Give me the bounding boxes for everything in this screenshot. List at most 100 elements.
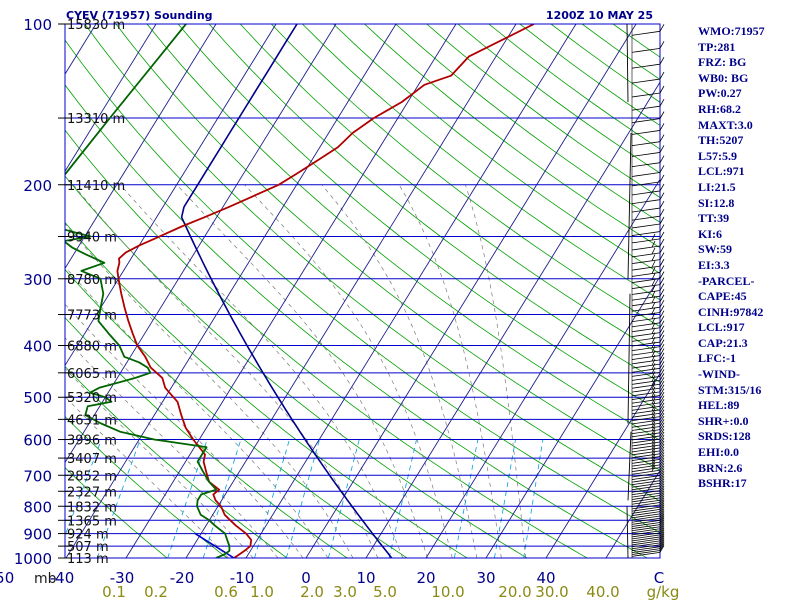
wind-barb-feather xyxy=(659,277,665,285)
wind-barb xyxy=(631,412,665,425)
isotherm xyxy=(125,24,457,558)
wind-barb-feather xyxy=(659,513,665,521)
wind-barb-feather xyxy=(651,254,656,261)
wind-barb-feather xyxy=(659,488,665,496)
wind-barb-feather xyxy=(651,367,656,374)
wind-barb-staff xyxy=(631,497,661,503)
wind-barb-feather xyxy=(659,481,665,489)
wind-barb-staff xyxy=(631,453,661,459)
wind-barb-feather xyxy=(651,427,656,434)
isotherm xyxy=(65,24,337,464)
wind-barb-feather xyxy=(659,539,665,547)
wind-barb-staff xyxy=(631,223,661,229)
wind-barb-staff xyxy=(631,438,661,444)
index-value: LCL:971 xyxy=(698,164,745,179)
wind-barb-feather xyxy=(659,388,665,396)
moist-adiabat xyxy=(176,184,428,558)
wind-barb-feather xyxy=(651,327,656,334)
wind-barb xyxy=(631,529,665,542)
parcel-trace xyxy=(194,532,235,558)
wind-barb-feather xyxy=(651,445,656,453)
wind-barb-feather xyxy=(659,521,665,529)
wind-barb-feather xyxy=(659,123,665,131)
wind-barb-staff xyxy=(631,162,661,168)
height-label: 13310 m xyxy=(67,112,125,127)
wind-barb-staff xyxy=(631,524,661,530)
wind-barb-feather xyxy=(659,57,665,65)
standard-atmosphere-line xyxy=(180,24,393,558)
wind-barb-staff xyxy=(631,416,661,422)
wind-barb-feather xyxy=(659,71,665,80)
wind-barb xyxy=(631,485,665,498)
pressure-tick-label: 100 xyxy=(23,16,52,34)
wind-barb-feather xyxy=(659,224,665,232)
wind-barb-feather xyxy=(651,285,656,292)
wind-barb-feather xyxy=(651,350,656,357)
wind-barb xyxy=(631,245,665,258)
pressure-tick-label: 900 xyxy=(23,526,52,544)
mixing-ratio-label: 0.2 xyxy=(144,583,168,600)
wind-barb-feather xyxy=(659,452,665,460)
wind-barb-feather xyxy=(659,252,665,260)
wind-barb-staff xyxy=(631,181,661,187)
wind-barb-feather xyxy=(659,465,665,474)
wind-barb-feather xyxy=(659,454,665,463)
wind-barb-feather xyxy=(659,533,665,542)
temperature-trace xyxy=(116,24,535,558)
wind-barb xyxy=(631,460,665,473)
wind-barb-feather xyxy=(659,356,665,365)
wind-barb-feather xyxy=(659,406,665,414)
wind-barb xyxy=(631,517,665,530)
wind-barb-feather xyxy=(651,354,656,362)
wind-barb-feather xyxy=(651,451,656,458)
height-label: 924 m xyxy=(67,528,109,543)
index-value: LCL:917 xyxy=(698,320,745,335)
wind-barb xyxy=(631,422,665,435)
wind-barb xyxy=(631,488,665,500)
mixing-ratio-line xyxy=(285,439,320,558)
wind-barb-feather xyxy=(659,294,665,302)
wind-barb xyxy=(631,85,665,98)
wind-barb-feather xyxy=(659,361,665,369)
wind-barb-staff xyxy=(631,441,661,447)
wind-barb-feather xyxy=(659,523,665,532)
wind-barb-feather xyxy=(659,343,665,352)
chart-title: CYEV (71957) Sounding xyxy=(66,9,213,22)
wind-barb-feather xyxy=(659,440,665,449)
wind-barb xyxy=(631,224,665,236)
wind-barb-feather xyxy=(659,155,665,163)
dry-adiabat xyxy=(65,467,168,558)
wind-barb xyxy=(631,508,665,521)
wind-barb xyxy=(631,183,665,196)
pressure-tick-label: 200 xyxy=(23,177,52,195)
pressure-tick-label: 400 xyxy=(23,338,52,356)
wind-barb xyxy=(631,310,665,323)
wind-barb-staff xyxy=(631,190,661,196)
index-value: HEL:89 xyxy=(698,398,740,413)
wind-barb xyxy=(631,543,665,555)
wind-barb-feather xyxy=(659,476,665,484)
wind-barb-feather xyxy=(659,473,665,481)
wind-barb-staff xyxy=(631,141,661,147)
wind-barb-staff xyxy=(631,383,661,389)
wind-barb-staff xyxy=(631,284,661,290)
temperature-tick-label: 10 xyxy=(356,569,375,587)
index-value: BRN:2.6 xyxy=(698,460,743,475)
wind-barb-feather xyxy=(651,332,656,339)
wind-profile-line xyxy=(627,132,632,279)
wind-barb-feather xyxy=(651,247,656,255)
wind-barb xyxy=(631,265,665,277)
index-value: WMO:71957 xyxy=(698,24,765,38)
wind-barb-feather xyxy=(659,208,665,217)
wind-barb xyxy=(631,334,665,347)
wind-barb-staff xyxy=(631,332,661,338)
wind-barb xyxy=(631,238,665,251)
wind-barb xyxy=(631,155,665,168)
wind-barb xyxy=(631,361,665,373)
wind-barb-staff xyxy=(631,526,661,532)
index-value: FRZ: BG xyxy=(698,55,747,70)
wind-barb xyxy=(631,416,665,428)
wind-barb-feather xyxy=(659,111,665,119)
wind-barb-feather xyxy=(651,358,656,366)
index-value: CAPE:45 xyxy=(698,289,747,304)
